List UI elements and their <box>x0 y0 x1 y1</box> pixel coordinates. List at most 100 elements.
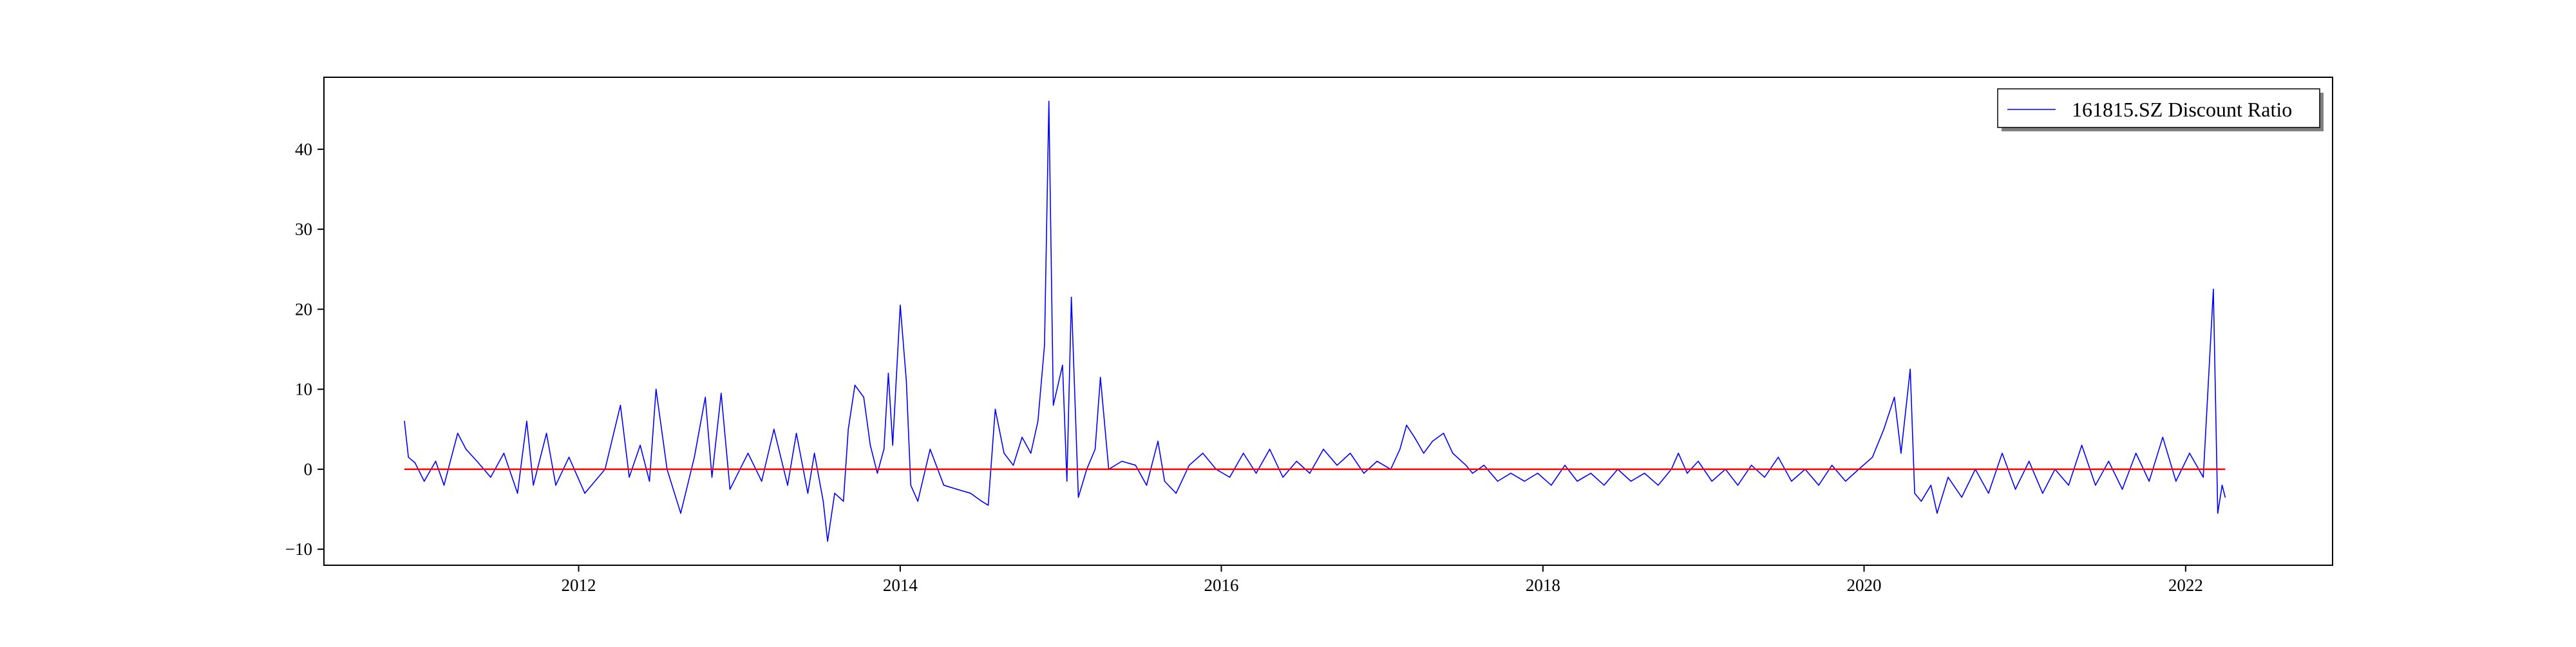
data-point <box>1066 480 1068 482</box>
data-point <box>970 492 971 494</box>
data-point <box>1414 436 1416 438</box>
data-point <box>620 404 621 406</box>
data-point <box>2068 484 2069 486</box>
data-point <box>629 476 630 478</box>
data-point <box>2202 476 2204 478</box>
data-point <box>1937 512 1938 514</box>
data-point <box>876 473 878 474</box>
data-point <box>869 444 871 446</box>
data-point <box>1269 449 1271 450</box>
data-point <box>1030 453 1032 454</box>
y-tick-label: −10 <box>285 539 312 559</box>
data-point <box>729 489 731 490</box>
data-point <box>2189 453 2190 454</box>
data-point <box>1048 100 1050 102</box>
data-point <box>1037 420 1039 422</box>
data-point <box>555 484 556 486</box>
data-point <box>900 305 901 306</box>
data-point <box>1052 404 1054 406</box>
data-point <box>435 460 437 462</box>
data-point <box>987 505 989 506</box>
data-point <box>1443 433 1444 434</box>
data-point <box>1871 456 1873 458</box>
data-point <box>414 462 416 464</box>
data-point <box>1376 460 1378 462</box>
data-point <box>1777 456 1779 458</box>
x-tick-label: 2012 <box>562 576 596 595</box>
data-point <box>1643 473 1645 474</box>
data-point <box>503 453 505 454</box>
data-point <box>929 449 931 450</box>
data-point <box>1175 492 1177 494</box>
data-point <box>1914 492 1915 494</box>
data-point <box>887 373 889 374</box>
data-point <box>1947 476 1949 478</box>
data-point <box>1577 480 1578 482</box>
x-tick-label: 2016 <box>1204 576 1239 595</box>
data-point <box>1818 484 1819 486</box>
data-point <box>1630 480 1632 482</box>
data-point <box>1099 377 1101 378</box>
y-tick-label: 10 <box>295 380 312 399</box>
data-point <box>1336 464 1338 466</box>
data-point <box>457 433 459 434</box>
data-point <box>834 492 835 494</box>
data-point <box>655 388 657 390</box>
data-point <box>2108 460 2110 462</box>
data-point <box>490 476 491 478</box>
data-point <box>423 480 425 482</box>
data-point <box>1135 464 1137 466</box>
y-tick-label: 20 <box>295 299 312 319</box>
data-point <box>1698 460 1699 462</box>
data-point <box>2095 484 2096 486</box>
data-point <box>1883 429 1884 430</box>
plot-frame <box>323 77 2333 566</box>
data-point <box>2121 489 2123 490</box>
data-point <box>705 397 706 398</box>
data-point <box>1146 484 1148 486</box>
data-point <box>1737 484 1739 486</box>
data-point <box>910 484 911 486</box>
data-point <box>842 500 844 502</box>
data-point <box>1406 424 1407 426</box>
data-point <box>1164 480 1166 482</box>
data-point <box>1831 464 1833 466</box>
data-point <box>994 408 996 410</box>
legend-box <box>1997 88 2320 128</box>
data-point <box>2162 436 2164 438</box>
data-point <box>1282 476 1283 478</box>
data-point <box>1044 344 1045 346</box>
data-point <box>883 449 885 450</box>
data-point <box>1003 453 1005 454</box>
data-point <box>1021 436 1023 438</box>
data-point <box>1678 453 1679 454</box>
x-tick-label: 2020 <box>1847 576 1882 595</box>
legend-label: 161815.SZ Discount Ratio <box>2072 98 2292 121</box>
data-point <box>1323 449 1324 450</box>
data-point <box>526 420 527 422</box>
data-point <box>2028 460 2030 462</box>
data-point <box>2148 480 2150 482</box>
data-point <box>1711 480 1712 482</box>
data-point <box>1900 453 1902 454</box>
data-point <box>408 456 409 458</box>
data-point <box>1564 464 1566 466</box>
data-point <box>404 420 405 422</box>
data-point <box>2014 489 2016 490</box>
data-point <box>1202 453 1204 454</box>
data-point <box>1472 473 1473 474</box>
data-point <box>443 484 445 486</box>
data-point <box>787 484 788 486</box>
data-point <box>1483 464 1485 466</box>
data-point <box>1497 480 1499 482</box>
data-point <box>1551 484 1552 486</box>
data-point <box>1658 484 1659 486</box>
legend: 161815.SZ Discount Ratio <box>1997 88 2324 131</box>
data-point <box>1309 473 1311 474</box>
data-point <box>1920 500 1922 502</box>
data-point <box>1188 464 1190 466</box>
data-point <box>1157 440 1159 442</box>
data-point <box>761 480 762 482</box>
